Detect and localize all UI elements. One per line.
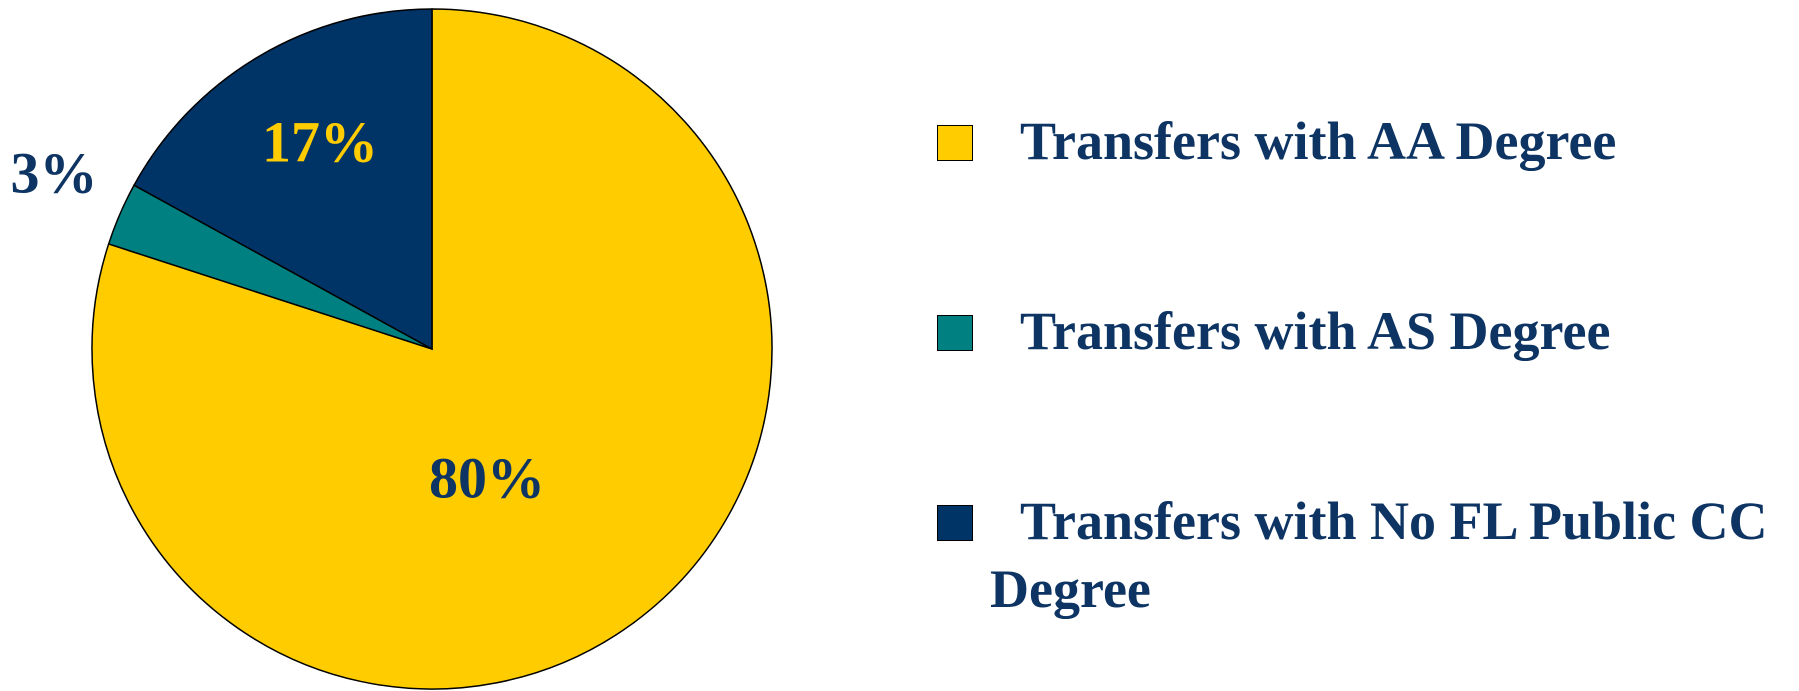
legend-swatch [937,125,973,161]
legend-item: Transfers with AA Degree [937,107,1790,175]
legend-item: Transfers with AS Degree [937,297,1790,365]
data-label: 80% [429,445,545,510]
legend-swatch [937,505,973,541]
data-label: 3% [11,140,98,205]
legend-swatch [937,315,973,351]
legend-label: Transfers with AS Degree [1020,301,1611,361]
pie-slice [133,8,433,351]
legend-label: Transfers with No FL Public CC Degree [990,491,1768,619]
data-label: 17% [262,109,378,174]
legend-item: Transfers with No FL Public CC Degree [937,487,1790,623]
legend-label: Transfers with AA Degree [1020,111,1617,171]
